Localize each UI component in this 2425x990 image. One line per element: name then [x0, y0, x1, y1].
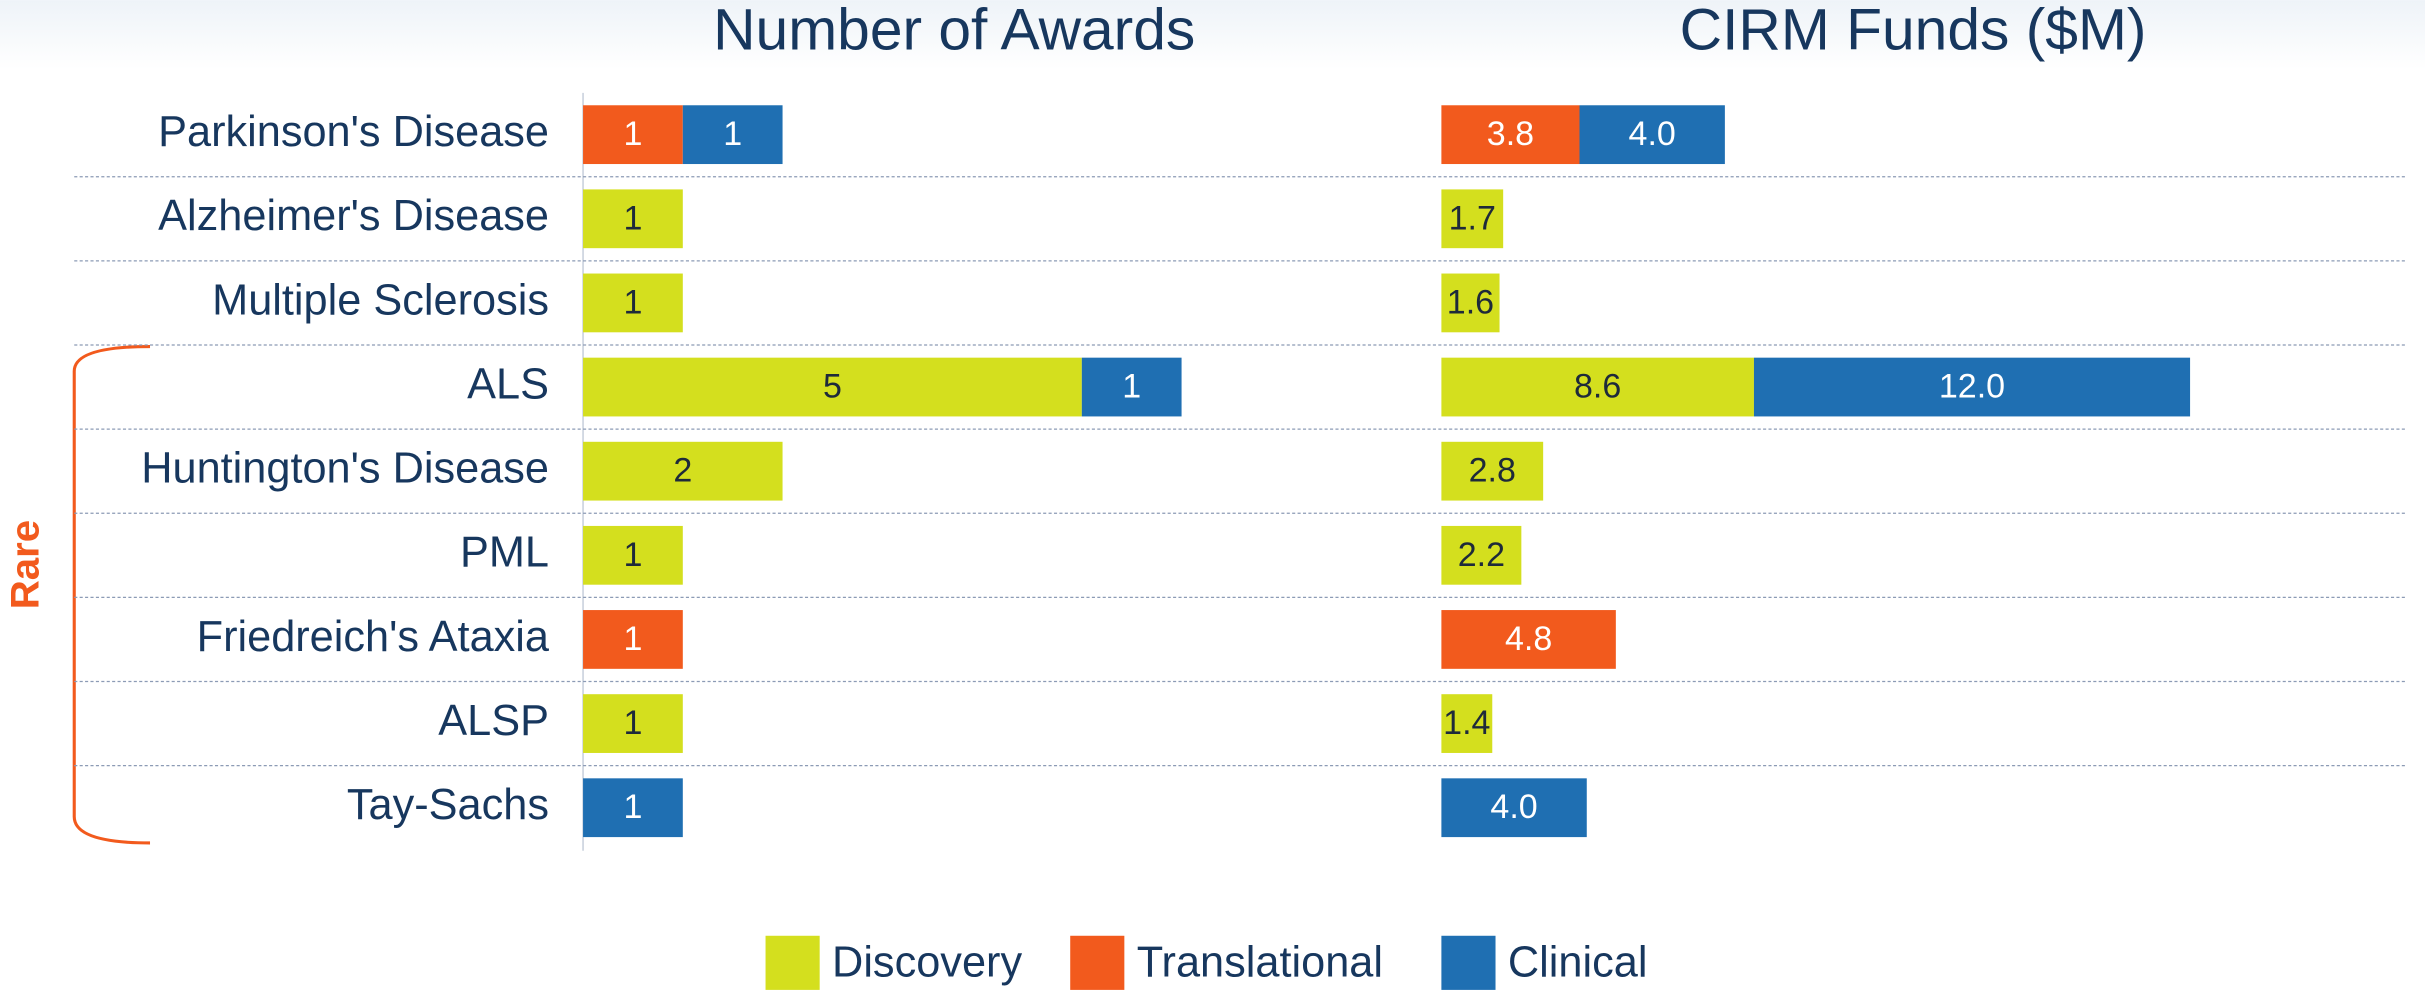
- bar: [583, 441, 783, 501]
- bar: [1441, 105, 1580, 165]
- value-label: 1: [623, 283, 642, 321]
- category-label: PML: [460, 529, 549, 577]
- bar: [583, 357, 1082, 417]
- bar: [583, 778, 683, 838]
- bar: [583, 105, 683, 165]
- legend-label: Translational: [1137, 939, 1383, 987]
- bar: [1441, 441, 1544, 501]
- category-label: Friedreich's Ataxia: [197, 613, 550, 661]
- bar: [583, 525, 683, 585]
- panel-title: Number of Awards: [713, 0, 1195, 63]
- bar: [1441, 610, 1616, 669]
- value-label: 1.4: [1443, 704, 1490, 742]
- bar: [583, 189, 683, 249]
- header-band: [0, 0, 2425, 70]
- category-label: ALS: [467, 360, 549, 408]
- value-label: 4.8: [1505, 620, 1552, 658]
- value-label: 1: [623, 115, 642, 153]
- value-label: 2.2: [1458, 536, 1505, 574]
- bar: [583, 610, 683, 669]
- value-label: 1: [623, 199, 642, 237]
- value-label: 4.0: [1490, 788, 1537, 826]
- value-label: 1: [623, 704, 642, 742]
- bar: [682, 105, 783, 165]
- bar: [583, 273, 683, 333]
- bar: [1441, 357, 1754, 417]
- bar: [1753, 357, 2191, 417]
- value-label: 8.6: [1574, 368, 1621, 406]
- legend-swatch: [1070, 935, 1125, 990]
- panel-title: CIRM Funds ($M): [1680, 0, 2147, 63]
- bar: [1081, 357, 1182, 417]
- value-label: 3.8: [1487, 115, 1534, 153]
- legend-label: Discovery: [832, 939, 1022, 987]
- value-label: 1: [623, 788, 642, 826]
- category-label: Multiple Sclerosis: [212, 276, 549, 324]
- bar: [1441, 694, 1493, 753]
- bar: [1441, 189, 1504, 249]
- category-label: Tay-Sachs: [347, 781, 549, 829]
- category-label: Parkinson's Disease: [158, 108, 549, 156]
- bar: [1579, 105, 1725, 165]
- legend-label: Clinical: [1508, 939, 1648, 987]
- category-label: Alzheimer's Disease: [158, 192, 549, 240]
- value-label: 12.0: [1939, 368, 2005, 406]
- value-label: 1: [1122, 368, 1141, 406]
- category-label: Huntington's Disease: [141, 445, 549, 493]
- value-label: 1.7: [1449, 199, 1496, 237]
- value-label: 4.0: [1629, 115, 1676, 153]
- bracket: [72, 344, 151, 845]
- bar: [1441, 273, 1500, 333]
- value-label: 1: [623, 620, 642, 658]
- value-label: 2: [673, 452, 692, 490]
- bar: [1441, 525, 1522, 585]
- bar: [1441, 778, 1587, 838]
- value-label: 5: [823, 368, 842, 406]
- bar: [583, 694, 683, 753]
- annotation: Rare: [2, 520, 47, 609]
- value-label: 1.6: [1447, 283, 1494, 321]
- category-label: ALSP: [438, 697, 549, 745]
- legend-swatch: [765, 935, 820, 990]
- value-label: 1: [723, 115, 742, 153]
- value-label: 1: [623, 536, 642, 574]
- legend-swatch: [1441, 935, 1496, 990]
- value-label: 2.8: [1469, 452, 1516, 490]
